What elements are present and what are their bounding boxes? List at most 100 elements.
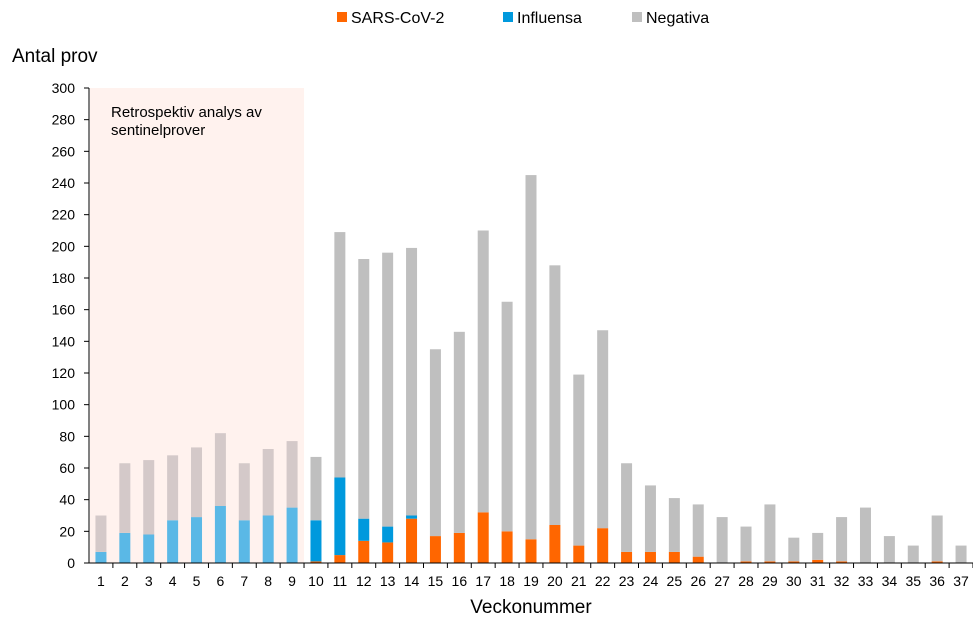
bar-negativa-week-6 [214, 433, 226, 506]
bar-sars-cov-2-week-16 [453, 532, 465, 563]
bar-negativa-week-17 [477, 230, 489, 513]
x-tick-label: 35 [905, 573, 921, 589]
bar-sars-cov-2-week-17 [477, 512, 489, 563]
bar-negativa-week-3 [143, 460, 155, 535]
bar-sars-cov-2-week-15 [429, 536, 441, 563]
bar-influensa-week-3 [143, 534, 155, 563]
x-tick-label: 20 [547, 573, 563, 589]
bar-sars-cov-2-week-18 [501, 531, 513, 563]
bar-negativa-week-24 [644, 485, 656, 552]
bar-negativa-week-20 [549, 265, 561, 525]
bar-negativa-week-34 [883, 536, 895, 563]
bar-sars-cov-2-week-22 [597, 528, 609, 563]
x-tick-label: 33 [858, 573, 874, 589]
x-tick-label: 30 [786, 573, 802, 589]
bar-negativa-week-12 [358, 259, 370, 519]
y-tick-label: 180 [52, 270, 76, 286]
bar-sars-cov-2-week-14 [406, 518, 418, 563]
bar-negativa-week-5 [191, 447, 203, 518]
x-tick-label: 9 [288, 573, 296, 589]
bar-sars-cov-2-week-36 [931, 561, 943, 563]
legend-swatch-negativa [632, 12, 642, 22]
bar-negativa-week-30 [788, 537, 800, 562]
legend-swatch-sars-cov-2 [337, 12, 347, 22]
bar-influensa-week-8 [262, 515, 274, 563]
bar-negativa-week-19 [525, 175, 537, 540]
retrospective-label-line-2: sentinelprover [111, 122, 205, 139]
bar-negativa-week-18 [501, 301, 513, 532]
x-tick-label: 31 [810, 573, 826, 589]
x-tick-label: 8 [264, 573, 272, 589]
bar-sars-cov-2-week-25 [668, 551, 680, 563]
bar-influensa-week-4 [167, 520, 179, 563]
x-tick-label: 12 [356, 573, 372, 589]
bar-negativa-week-26 [692, 504, 704, 557]
bar-negativa-week-1 [95, 515, 107, 552]
x-tick-label: 22 [595, 573, 611, 589]
x-tick-label: 37 [953, 573, 969, 589]
y-tick-label: 220 [52, 207, 76, 223]
x-tick-label: 26 [690, 573, 706, 589]
y-tick-label: 120 [52, 365, 76, 381]
bar-negativa-week-25 [668, 498, 680, 552]
y-ticks-group: 0 20 40 60 80 100 120 140 160 180 200 220 240 260 280 3… [52, 80, 89, 571]
x-tick-label: 2 [121, 573, 129, 589]
bar-influensa-week-11 [334, 477, 346, 556]
bar-influensa-week-5 [191, 517, 203, 563]
bar-negativa-week-4 [167, 455, 179, 521]
y-tick-label: 280 [52, 112, 76, 128]
x-ticks-group: 1 2 3 4 5 6 7 8 9 10 11 12 13 14 15 16 17 18 19 20 21 22 23 24 2… [97, 563, 973, 589]
bar-negativa-week-23 [621, 463, 633, 552]
x-tick-label: 23 [619, 573, 635, 589]
x-tick-label: 18 [499, 573, 515, 589]
x-tick-label: 5 [193, 573, 201, 589]
bar-negativa-week-11 [334, 232, 346, 478]
legend: SARS-CoV-2 Influensa Negativa [337, 10, 709, 27]
bar-negativa-week-28 [740, 526, 752, 562]
x-tick-label: 13 [380, 573, 396, 589]
bar-negativa-week-14 [406, 247, 418, 516]
bar-sars-cov-2-week-13 [382, 542, 394, 563]
y-tick-label: 140 [52, 333, 76, 349]
bar-sars-cov-2-week-11 [334, 555, 346, 563]
bar-sars-cov-2-week-31 [812, 559, 824, 563]
bar-influensa-week-6 [214, 506, 226, 563]
bar-negativa-week-13 [382, 252, 394, 527]
legend-label-sars-cov-2: SARS-CoV-2 [351, 10, 444, 27]
x-tick-label: 32 [834, 573, 850, 589]
x-tick-label: 36 [929, 573, 945, 589]
x-axis-title: Veckonummer [470, 597, 592, 618]
x-tick-label: 27 [714, 573, 730, 589]
bar-negativa-week-8 [262, 449, 274, 516]
x-tick-label: 6 [217, 573, 225, 589]
bar-influensa-week-9 [286, 507, 298, 563]
bar-negativa-week-16 [453, 331, 465, 533]
legend-label-negativa: Negativa [646, 10, 709, 27]
bar-influensa-week-10 [310, 520, 322, 562]
y-tick-label: 100 [52, 397, 76, 413]
bar-negativa-week-27 [716, 517, 728, 563]
retrospective-label-line-1: Retrospektiv analys av [111, 104, 262, 121]
x-tick-label: 25 [667, 573, 683, 589]
bar-negativa-week-31 [812, 532, 824, 560]
y-tick-label: 60 [59, 460, 75, 476]
x-tick-label: 10 [308, 573, 324, 589]
bar-influensa-week-13 [382, 526, 394, 543]
bar-influensa-week-1 [95, 551, 107, 563]
y-tick-label: 80 [59, 428, 75, 444]
bar-negativa-week-21 [573, 374, 585, 546]
bar-negativa-week-22 [597, 330, 609, 529]
bar-influensa-week-12 [358, 518, 370, 541]
bar-sars-cov-2-week-29 [764, 561, 776, 563]
bar-negativa-week-32 [836, 517, 848, 562]
bar-sars-cov-2-week-19 [525, 539, 537, 563]
x-tick-label: 17 [475, 573, 491, 589]
bar-negativa-week-10 [310, 456, 322, 521]
bar-negativa-week-9 [286, 441, 298, 508]
bar-negativa-week-7 [238, 463, 250, 521]
y-tick-label: 300 [52, 80, 76, 96]
x-tick-label: 14 [404, 573, 420, 589]
y-tick-label: 0 [67, 555, 75, 571]
bar-negativa-week-36 [931, 515, 943, 562]
